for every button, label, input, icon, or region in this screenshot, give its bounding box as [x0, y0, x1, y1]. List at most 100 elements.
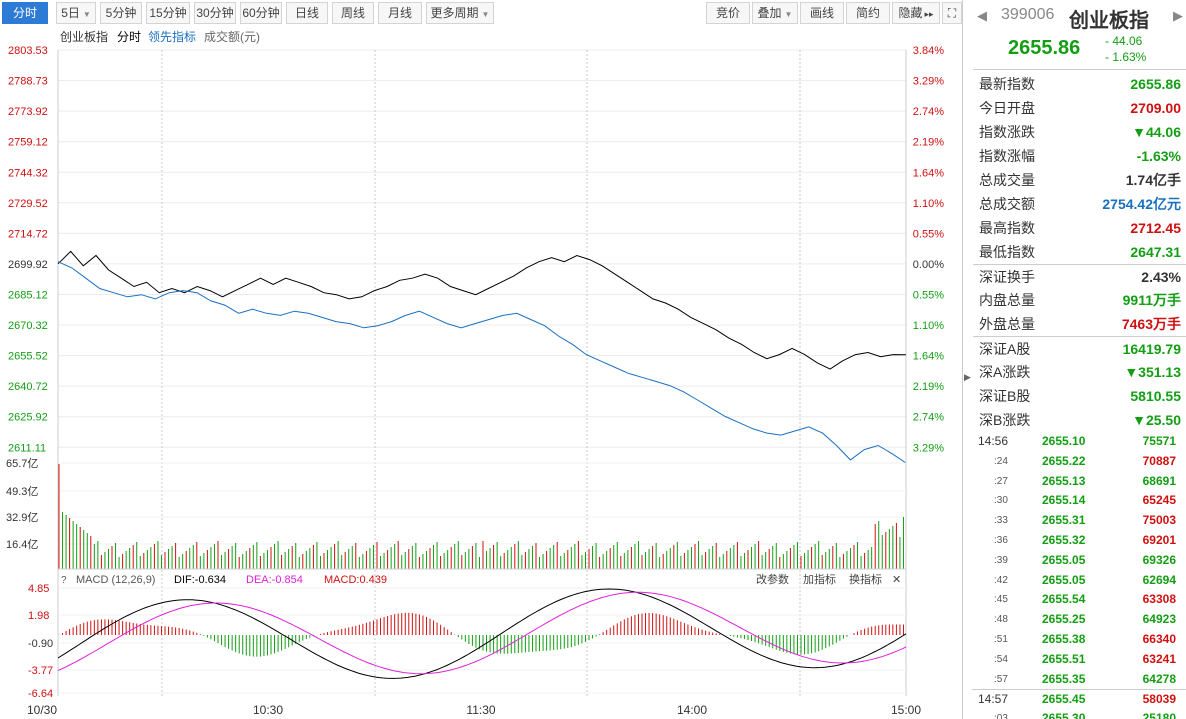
trade-volume: 25180 — [1142, 711, 1176, 719]
period-toolbar: 分时 5日 ▼ 5分钟 15分钟 30分钟 60分钟 日线 周线 月线 更多周期 ▼ 竞价 叠加 ▼ 画线 简约… — [0, 0, 962, 26]
trade-time: :30 — [994, 495, 1008, 507]
period-tab-2[interactable]: 5分钟 — [100, 2, 142, 24]
tool-button-2[interactable]: 画线 — [800, 2, 844, 24]
pct-tick-label: 2.19% — [913, 137, 944, 149]
volume-tick-label: 49.3亿 — [6, 485, 38, 498]
period-tab-label: 日线 — [294, 6, 319, 20]
pct-tick-label: 0.55% — [913, 289, 944, 301]
trade-price: 2655.51 — [1042, 651, 1086, 666]
quote-row-label: 深证B股 — [979, 388, 1031, 404]
trade-row: :27 2655.13 68691 — [972, 472, 1186, 492]
price-change-pct: - 1.63% — [1105, 50, 1147, 64]
quote-row: 内盘总量 9911万手 — [973, 288, 1186, 312]
time-axis-label: 14:00 — [677, 703, 707, 717]
stock-name: 创业板指 — [1069, 10, 1149, 32]
trade-time: :03 — [994, 713, 1008, 719]
trade-time: :54 — [994, 653, 1008, 665]
period-tab-label: 分时 — [12, 6, 37, 20]
period-tab-3[interactable]: 15分钟 — [146, 2, 190, 24]
trade-volume: 64278 — [1142, 671, 1176, 686]
quote-row-value: 2754.42亿元 — [1102, 196, 1181, 212]
period-tab-8[interactable]: 月线 — [378, 2, 422, 24]
macd-title: MACD (12,26,9) — [76, 574, 155, 586]
panel-toggle-icon[interactable]: ▶ — [964, 372, 971, 382]
quote-row-value: 5810.55 — [1130, 388, 1181, 404]
quote-row-label: 深A涨跌 — [979, 364, 1031, 380]
trade-row: 14:56 2655.10 75571 — [972, 432, 1186, 452]
price-tick-label: 2655.52 — [8, 351, 48, 363]
quote-row: 指数涨跌 ▼44.06 — [973, 120, 1186, 144]
trade-row: :33 2655.31 75003 — [972, 511, 1186, 531]
pct-tick-label: 2.74% — [913, 106, 944, 118]
period-tab-1[interactable]: 5日 ▼ — [56, 2, 96, 24]
trade-time: :42 — [994, 574, 1008, 586]
trade-volume: 63241 — [1142, 651, 1176, 666]
tool-button-3[interactable]: 简约 — [846, 2, 890, 24]
quote-row: 今日开盘 2709.00 — [973, 96, 1186, 120]
quote-row-value: ▼44.06 — [1132, 124, 1181, 140]
quote-row-value: 2709.00 — [1130, 100, 1181, 116]
pct-tick-label: 1.64% — [913, 351, 944, 363]
tool-button-4[interactable]: 隐藏 ▸▸ — [892, 2, 940, 24]
trade-row: :48 2655.25 64923 — [972, 610, 1186, 630]
quote-row: 最低指数 2647.31 — [973, 240, 1186, 264]
trade-price: 2655.31 — [1042, 513, 1086, 528]
quote-row-value: 2647.31 — [1130, 244, 1181, 260]
next-stock-icon[interactable]: ▶ — [1173, 8, 1183, 23]
prev-stock-icon[interactable]: ◀ — [977, 8, 987, 23]
pct-tick-label: 3.84% — [913, 45, 944, 57]
macd-params-button[interactable]: 改参数 — [756, 572, 789, 586]
quote-row-value: 16419.79 — [1122, 341, 1181, 357]
dropdown-icon: ▼ — [481, 10, 490, 19]
trade-ticks: 14:56 2655.10 75571:24 2655.22 70887:27 2655.… — [972, 432, 1186, 719]
price-tick-label: 2611.11 — [8, 442, 46, 454]
trade-time: :27 — [994, 475, 1008, 487]
quote-row-label: 最新指数 — [979, 76, 1035, 92]
tool-button-label: 叠加 — [757, 6, 782, 20]
expand-icon[interactable]: ⛶ — [942, 2, 962, 24]
pct-tick-label: 3.29% — [913, 442, 944, 454]
quote-row-value: ▼25.50 — [1132, 412, 1181, 428]
trade-row: :54 2655.51 63241 — [972, 650, 1186, 670]
trade-volume: 62694 — [1142, 572, 1176, 587]
period-tab-9[interactable]: 更多周期 ▼ — [426, 2, 494, 24]
tool-button-0[interactable]: 竞价 — [706, 2, 750, 24]
quote-row: 最新指数 2655.86 — [973, 72, 1186, 96]
add-indicator-button[interactable]: 加指标 — [803, 572, 836, 586]
switch-indicator-button[interactable]: 换指标 — [849, 572, 882, 586]
period-tab-0[interactable]: 分时 — [2, 2, 48, 24]
price-tick-label: 2640.72 — [8, 381, 48, 393]
trade-row: :30 2655.14 65245 — [972, 491, 1186, 511]
trade-volume: 75003 — [1142, 513, 1176, 528]
quote-row: 深B涨跌 ▼25.50 — [973, 408, 1186, 432]
price-tick-label: 2729.52 — [8, 198, 48, 210]
tool-button-1[interactable]: 叠加 ▼ — [752, 2, 798, 24]
current-price: 2655.86 — [1008, 37, 1081, 59]
period-tab-5[interactable]: 60分钟 — [240, 2, 282, 24]
macd-tick-label: 1.98 — [28, 610, 49, 622]
macd-help-icon[interactable]: ? — [61, 575, 67, 586]
trade-row: :51 2655.38 66340 — [972, 630, 1186, 650]
price-tick-label: 2714.72 — [8, 228, 48, 240]
period-tab-7[interactable]: 周线 — [332, 2, 374, 24]
intraday-chart[interactable]: 2803.53 3.84% 2788.73 3.29% 2773.92 2.74% 2759… — [0, 26, 962, 719]
close-macd-icon[interactable]: ✕ — [892, 574, 901, 586]
dropdown-icon: ▼ — [784, 10, 793, 19]
trade-price: 2655.05 — [1042, 552, 1086, 567]
quote-row: 深证换手 2.43% — [973, 264, 1186, 288]
trade-volume: 63308 — [1142, 592, 1176, 607]
period-tab-6[interactable]: 日线 — [286, 2, 328, 24]
trade-time: :39 — [994, 554, 1008, 566]
macd-tick-label: 4.85 — [28, 583, 49, 595]
period-tab-4[interactable]: 30分钟 — [194, 2, 236, 24]
price-tick-label: 2759.12 — [8, 137, 48, 149]
quote-row-label: 最低指数 — [979, 244, 1035, 260]
period-tab-label: 5分钟 — [105, 6, 137, 20]
price-change: - 44.06 — [1105, 34, 1143, 48]
macd-dea-line — [57, 591, 907, 675]
stock-code: 399006 — [1001, 6, 1055, 23]
trade-volume: 75571 — [1142, 434, 1176, 448]
quote-row-value: 2.43% — [1141, 269, 1181, 285]
macd-dif: DIF:-0.634 — [174, 574, 226, 586]
